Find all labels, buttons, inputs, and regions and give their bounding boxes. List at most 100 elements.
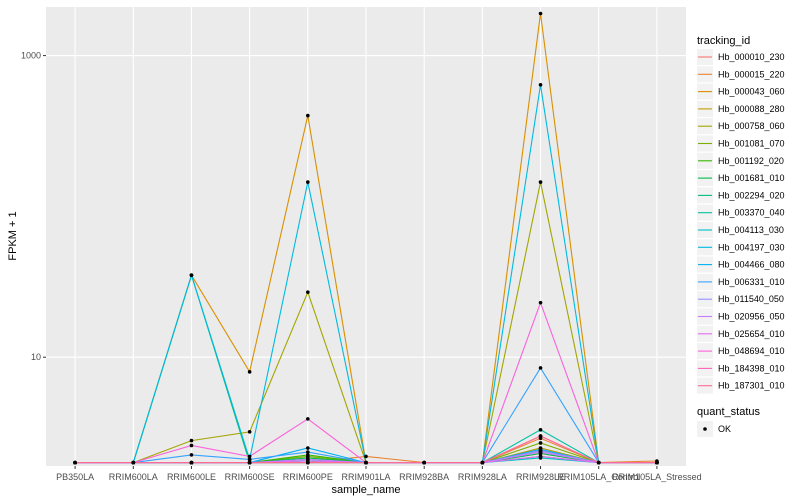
legend-label: Hb_000015_220 <box>718 69 785 79</box>
legend-label: Hb_003370_040 <box>718 208 785 218</box>
data-point <box>538 450 543 454</box>
data-point <box>538 434 543 438</box>
legend-label: Hb_001681_010 <box>718 173 785 183</box>
legend-label: Hb_048694_010 <box>718 346 785 356</box>
legend-item: Hb_184398_010 <box>697 360 785 377</box>
point-legend-marker <box>703 427 707 431</box>
legend-item: Hb_004197_030 <box>697 239 785 256</box>
legend-item: Hb_000758_060 <box>697 118 785 135</box>
data-point <box>538 441 543 445</box>
data-point <box>306 417 310 421</box>
legend-label: Hb_006331_010 <box>718 277 785 287</box>
legend-item: Hb_001681_010 <box>697 170 785 187</box>
series-points <box>73 11 659 465</box>
data-point <box>538 180 543 184</box>
legend-label: Hb_000758_060 <box>718 121 785 131</box>
data-point <box>189 443 194 448</box>
legend-label: Hb_025654_010 <box>718 329 785 339</box>
data-point <box>364 460 368 465</box>
x-tick-label: RRIM928LE <box>516 472 565 482</box>
legend-label: Hb_020956_050 <box>718 312 785 322</box>
y-tick-label: 10 <box>31 352 41 362</box>
legend-label: Hb_011540_050 <box>718 294 784 304</box>
data-point <box>538 11 543 16</box>
legend-item: Hb_187301_010 <box>697 377 785 394</box>
legend-item: Hb_004466_080 <box>697 256 785 273</box>
data-point <box>538 428 543 432</box>
legend-item: Hb_001081_070 <box>697 135 785 152</box>
x-tick-label: RRIM600SE <box>225 472 275 482</box>
data-point <box>247 454 252 459</box>
legend-item: Hb_002294_020 <box>697 187 785 204</box>
point-legend-label: OK <box>718 424 731 434</box>
x-tick-label: RRIM600PE <box>283 472 333 482</box>
data-point <box>480 460 485 465</box>
legend-label: Hb_000088_280 <box>718 104 785 114</box>
data-point <box>247 370 252 374</box>
data-point <box>538 300 543 305</box>
legend-item: Hb_000010_230 <box>697 49 785 65</box>
data-point <box>655 460 659 465</box>
data-point <box>306 180 310 184</box>
x-tick-label: RRIM901LA <box>341 472 390 482</box>
legend-item: Hb_011540_050 <box>697 291 784 308</box>
legend-label: Hb_184398_010 <box>718 363 785 373</box>
x-tick-label: RRIM105LA_Control <box>557 472 640 482</box>
legend-item: Hb_000043_060 <box>697 83 785 100</box>
x-tick-label: RRIM105LA_Stressed <box>612 472 702 482</box>
data-point <box>247 430 252 434</box>
data-point <box>306 446 310 450</box>
x-axis-title: sample_name <box>331 484 400 496</box>
data-point <box>131 460 136 465</box>
data-point <box>189 438 194 443</box>
legend-item: Hb_003370_040 <box>697 204 785 221</box>
y-axis-title: FPKM + 1 <box>7 211 19 260</box>
legend-label: Hb_001081_070 <box>718 139 785 149</box>
legend-label: Hb_002294_020 <box>718 190 785 200</box>
data-point <box>189 460 194 465</box>
data-point <box>247 460 252 465</box>
legend-item: Hb_048694_010 <box>697 343 785 360</box>
data-point <box>306 290 310 294</box>
legend-label: Hb_000043_060 <box>718 87 785 97</box>
data-point <box>306 460 310 465</box>
legend-item: Hb_000015_220 <box>697 66 785 83</box>
x-tick-label: RRIM600LA <box>109 472 158 482</box>
data-point <box>306 450 310 454</box>
legend-tracking-id: tracking_id Hb_000010_230 Hb_000015_220 Hb… <box>697 35 785 394</box>
legend-item: Hb_004113_030 <box>697 222 784 238</box>
data-point <box>247 457 252 462</box>
data-point <box>364 454 368 459</box>
legend-quant-status: quant_status OK <box>697 406 760 437</box>
legend-label: Hb_004466_080 <box>718 260 785 270</box>
data-point <box>306 113 310 118</box>
data-point <box>189 453 194 457</box>
point-legend-title: quant_status <box>697 406 760 418</box>
legend-item: Hb_001192_020 <box>697 152 784 169</box>
data-point <box>538 83 543 87</box>
legend-label: Hb_004197_030 <box>718 242 785 252</box>
data-point <box>538 454 543 459</box>
legend-label: Hb_187301_010 <box>718 381 785 391</box>
legend-label: Hb_001192_020 <box>718 156 784 166</box>
x-tick-label: RRIM600LE <box>167 472 216 482</box>
data-point <box>306 453 310 457</box>
data-point <box>422 460 426 465</box>
point-legend-item: OK <box>697 421 731 437</box>
data-point <box>73 460 77 465</box>
legend-item: Hb_000088_280 <box>697 100 785 117</box>
x-tick-label: RRIM928BA <box>399 472 449 482</box>
data-point <box>596 460 601 465</box>
legend-label: Hb_000010_230 <box>718 52 785 62</box>
legend-item: Hb_025654_010 <box>697 325 785 342</box>
y-tick-label: 1000 <box>21 51 41 61</box>
data-point <box>538 366 543 370</box>
x-axis: PB350LA RRIM600LA RRIM600LE RRIM600SE RRIM60… <box>56 466 702 482</box>
y-axis: 10 1000 <box>21 51 46 362</box>
legend-title: tracking_id <box>697 35 750 47</box>
legend-item: Hb_006331_010 <box>697 273 785 290</box>
legend-item: Hb_020956_050 <box>697 308 785 325</box>
x-tick-label: PB350LA <box>56 472 94 482</box>
x-tick-label: RRIM928LA <box>458 472 507 482</box>
